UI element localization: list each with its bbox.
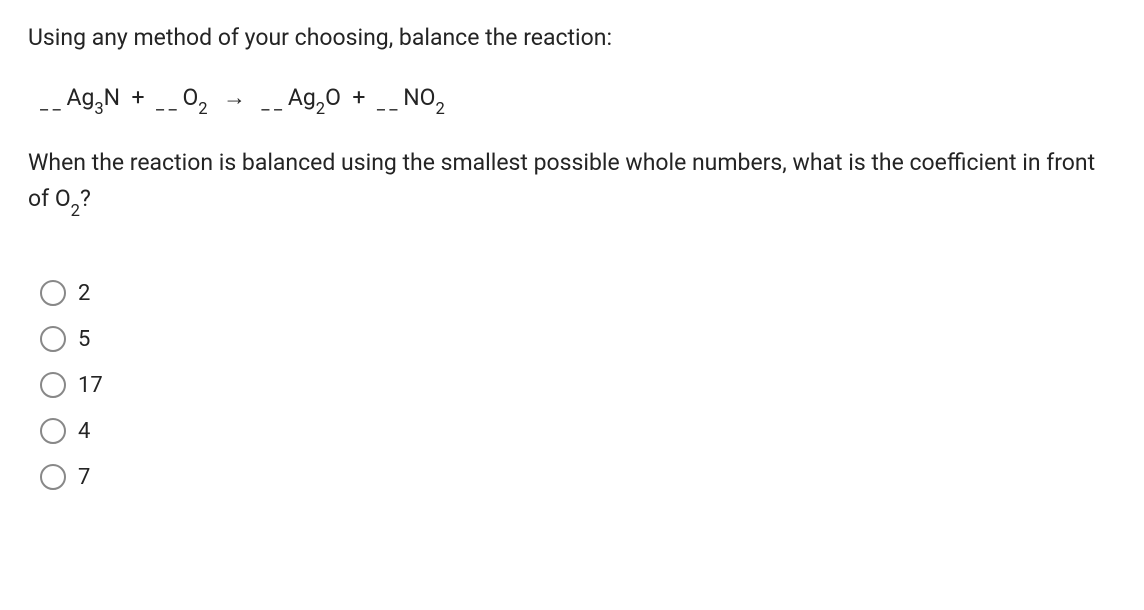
option-label: 7 xyxy=(78,465,90,490)
option-row[interactable]: 2 xyxy=(40,280,1116,306)
eq-plus-1: + xyxy=(132,84,145,111)
option-row[interactable]: 5 xyxy=(40,326,1116,352)
radio-icon[interactable] xyxy=(40,326,66,352)
radio-icon[interactable] xyxy=(40,280,66,306)
option-label: 4 xyxy=(78,419,90,444)
option-row[interactable]: 7 xyxy=(40,464,1116,490)
radio-icon[interactable] xyxy=(40,418,66,444)
coeff-blank-4: _ _ xyxy=(377,91,398,116)
option-label: 5 xyxy=(78,327,90,352)
eq-plus-2: + xyxy=(352,84,365,111)
radio-icon[interactable] xyxy=(40,372,66,398)
eq-term-2: O2 xyxy=(182,84,207,111)
eq-term-1: Ag3N xyxy=(66,84,120,111)
option-row[interactable]: 17 xyxy=(40,372,1116,398)
question-prompt: Using any method of your choosing, balan… xyxy=(28,20,1116,56)
option-label: 17 xyxy=(78,373,103,398)
radio-icon[interactable] xyxy=(40,464,66,490)
question-container: Using any method of your choosing, balan… xyxy=(0,0,1144,530)
eq-term-4: NO2 xyxy=(403,84,445,111)
chemical-equation: _ _ Ag3N + _ _ O2 → _ _ Ag2O + _ _ NO2 xyxy=(28,82,1116,118)
coeff-blank-1: _ _ xyxy=(40,91,61,116)
option-label: 2 xyxy=(78,281,90,306)
option-row[interactable]: 4 xyxy=(40,418,1116,444)
question-followup: When the reaction is balanced using the … xyxy=(28,145,1116,220)
coeff-blank-3: _ _ xyxy=(261,91,282,116)
coeff-blank-2: _ _ xyxy=(156,91,177,116)
eq-term-3: Ag2O xyxy=(288,84,341,111)
answer-options: 2 5 17 4 7 xyxy=(28,280,1116,490)
eq-arrow: → xyxy=(219,82,250,114)
